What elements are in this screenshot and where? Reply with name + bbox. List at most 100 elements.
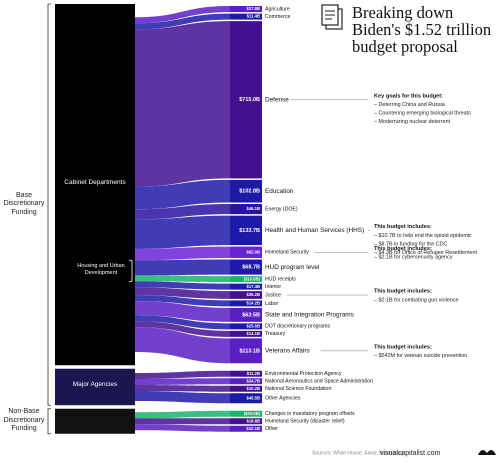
flow (135, 321, 230, 337)
bar (230, 13, 262, 20)
flow-name: State and Integration Programs (265, 312, 354, 319)
flow-name: Agriculture (265, 6, 290, 12)
bar (230, 215, 262, 246)
flow-name: HUD program level (265, 264, 319, 271)
annotation-item: – Countering emerging biological threats (374, 111, 471, 117)
bar (230, 410, 262, 417)
bar (230, 393, 262, 404)
flow-name: HUD receipts (265, 277, 296, 283)
annotation-item: – $4.3B for Office of Refugee Resettleme… (374, 250, 477, 256)
flow (135, 259, 230, 276)
annotation-item: – $2.1B for combating gun violence (374, 297, 459, 303)
annotation-heading: This budget includes: (374, 224, 432, 230)
flow-name: Health and Human Services (HHS) (265, 227, 364, 234)
flow-name: Energy (DOE) (265, 206, 298, 212)
value-label: $45.5B (246, 395, 260, 400)
annotation-item: – Modernizing nuclear deterrent (374, 119, 451, 125)
source-node (55, 4, 135, 366)
flow-name: Changes in mandatory program offsets (265, 411, 355, 417)
bar (230, 204, 262, 215)
bar (230, 307, 262, 322)
value-label: $113.1B (240, 348, 261, 354)
value-label: $63.5B (242, 312, 260, 318)
flow (135, 301, 230, 322)
annotation-item: – $2.1B for cybersecurity agency (374, 255, 453, 261)
bar (230, 323, 262, 330)
annotation-heading: This budget includes: (374, 246, 432, 252)
flow-name: Defense (265, 96, 289, 103)
value-label: $24.7B (246, 378, 260, 383)
flow (135, 424, 230, 432)
bar (230, 385, 262, 392)
flow (135, 315, 230, 330)
flow (135, 275, 230, 283)
flow (135, 327, 230, 364)
value-label: $10.1B (246, 426, 260, 431)
bar (230, 425, 262, 432)
flow-name: Labor (265, 301, 279, 307)
value-label: $68.7B (242, 265, 260, 271)
flow-name: Other Agencies (265, 396, 301, 402)
flow-name: Education (265, 188, 294, 195)
flow (135, 418, 230, 425)
flow-name: Treasury (265, 331, 286, 337)
flow-name: Veterans Affairs (265, 347, 310, 354)
flow (135, 287, 230, 299)
document-icon (321, 4, 343, 30)
flow (135, 6, 230, 24)
flow (135, 378, 230, 385)
group-label: Base Discretionary Funding (3, 191, 45, 216)
bar (230, 291, 262, 299)
flow (135, 295, 230, 307)
bar (230, 259, 262, 275)
bar (230, 330, 262, 337)
value-label: ($10.5B) (244, 276, 261, 281)
source-label: Cabinet Departments (64, 178, 126, 186)
flow (135, 179, 230, 210)
source-node (55, 368, 135, 406)
annotation-item: – Deterring China and Russia (374, 102, 445, 108)
value-label: $133.7B (239, 228, 260, 234)
bar (230, 6, 262, 13)
annotation-heading: Key goals for this budget: (374, 93, 443, 99)
flow (135, 281, 230, 290)
flow (135, 246, 230, 261)
bar (230, 418, 262, 425)
bar (230, 300, 262, 307)
value-label: ($20.0B) (244, 411, 261, 416)
annotation-heading: This budget includes: (374, 288, 432, 294)
flow-name: National Aeronautics and Space Administr… (265, 379, 373, 385)
flow-name: Commerce (265, 14, 290, 20)
flow (135, 13, 230, 30)
flow (135, 204, 230, 220)
flow-name: Homeland Security (265, 250, 309, 256)
flow-name: DOT discretionary programs (265, 324, 330, 330)
value-label: $10.2B (246, 386, 260, 391)
flow-name: Interior (265, 284, 281, 290)
flow-name: National Science Foundation (265, 386, 331, 392)
source-label: Major Agencies (72, 380, 118, 388)
flow (135, 370, 230, 379)
flow (135, 215, 230, 249)
group-label: Non-Base Discretionary Funding (3, 408, 45, 433)
value-label: $18.8B (246, 418, 260, 423)
annotation-item: – $10.7B to help end the opioid epidemic (374, 233, 472, 239)
source: Sources: White House, Axios, Bloomberg (312, 450, 404, 456)
flow (135, 21, 230, 187)
value-label: $25.6B (246, 323, 260, 328)
flow-name: Justice (265, 292, 281, 298)
hud-bracket (129, 259, 133, 282)
value-label: $11.4B (247, 14, 260, 19)
value-label: $52.0B (246, 249, 260, 254)
bar (230, 276, 262, 283)
flow (135, 384, 230, 392)
value-label: $35.2B (246, 292, 260, 297)
flow-name: Other (265, 426, 278, 432)
bar (230, 246, 262, 259)
value-label: $27.8B (246, 6, 260, 11)
bar (230, 378, 262, 385)
bar (230, 283, 262, 290)
value-label: $46.1B (246, 206, 260, 211)
